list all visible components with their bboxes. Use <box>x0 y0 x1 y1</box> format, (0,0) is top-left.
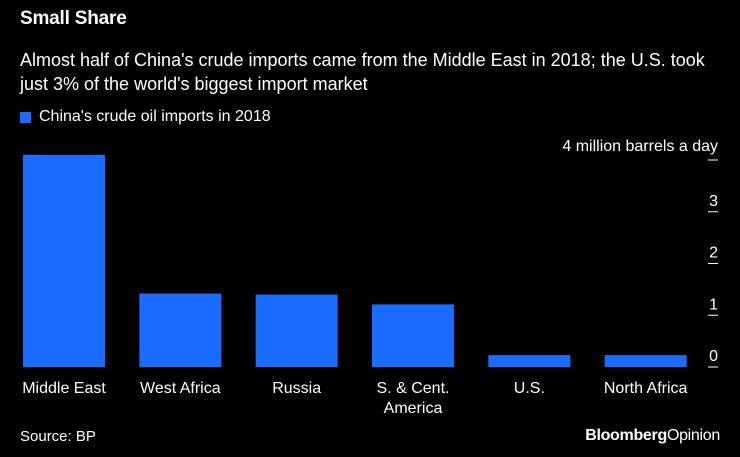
source-note: Source: BP <box>20 428 96 445</box>
chart-title: Small Share <box>20 8 127 29</box>
y-tick-label: 2 <box>709 245 718 262</box>
brand-sub: Opinion <box>666 427 720 444</box>
brand-logo: BloombergOpinion <box>585 427 720 445</box>
legend-label: China's crude oil imports in 2018 <box>39 108 271 125</box>
x-tick-label: Middle East <box>22 380 106 397</box>
bar-u-s <box>488 355 571 367</box>
brand-main: Bloomberg <box>585 427 667 444</box>
legend-swatch <box>20 111 31 123</box>
y-tick-label: 0 <box>709 348 718 365</box>
bar-s-cent-america <box>372 304 454 367</box>
bar-middle-east <box>23 154 105 367</box>
y-tick-label: 1 <box>709 296 718 313</box>
x-tick-label: North Africa <box>604 380 688 397</box>
bar-west-africa <box>139 293 222 367</box>
y-tick-label: 3 <box>709 193 718 210</box>
y-unit-label: 4 million barrels a day <box>562 138 718 155</box>
bar-north-africa <box>604 355 687 367</box>
bar-russia <box>255 294 338 367</box>
x-tick-label: S. & Cent. America <box>377 380 450 417</box>
x-tick-label: West Africa <box>140 380 221 397</box>
x-tick-label: Russia <box>272 380 321 397</box>
legend: China's crude oil imports in 2018 <box>20 108 271 126</box>
chart-subtitle: Almost half of China's crude imports cam… <box>20 50 705 94</box>
x-tick-label: U.S. <box>514 380 545 397</box>
